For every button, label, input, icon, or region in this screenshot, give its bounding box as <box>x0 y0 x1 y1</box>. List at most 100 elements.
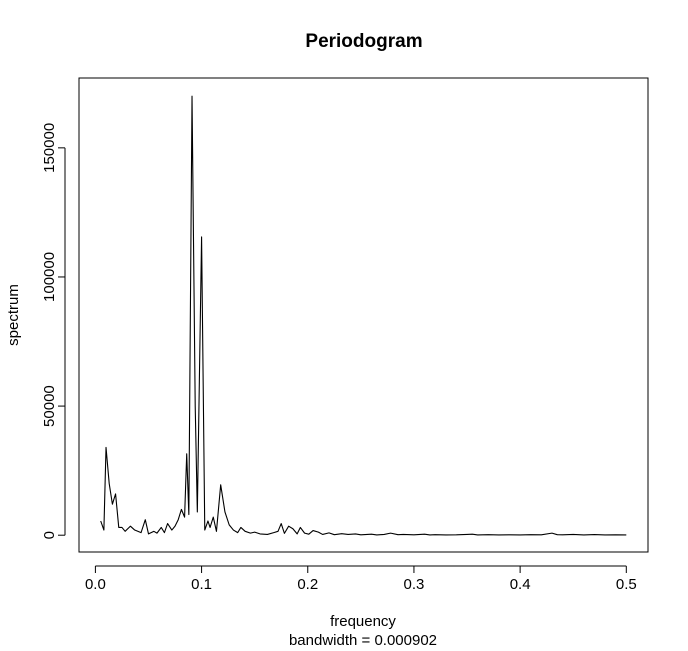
data-point <box>594 534 595 535</box>
data-point <box>156 533 157 534</box>
data-point <box>312 530 313 531</box>
y-axis: 0 50000 100000 150000 <box>41 123 66 539</box>
data-point <box>197 511 198 512</box>
data-point <box>466 534 467 535</box>
x-tick-label: 0.3 <box>404 576 425 593</box>
x-tick-label: 0.4 <box>510 576 531 593</box>
data-point <box>520 534 521 535</box>
x-axis-label: frequency <box>330 613 396 630</box>
data-point <box>174 526 175 527</box>
series-points <box>100 96 627 536</box>
data-point <box>273 532 274 533</box>
data-point <box>281 523 282 524</box>
data-point <box>277 531 278 532</box>
data-point <box>424 534 425 535</box>
x-tick-label: 0.0 <box>85 576 106 593</box>
data-point <box>216 531 217 532</box>
data-point <box>204 529 205 530</box>
data-point <box>604 534 605 535</box>
data-point <box>213 517 214 518</box>
plot-frame <box>78 77 649 553</box>
data-point <box>322 534 323 535</box>
data-point <box>125 531 126 532</box>
data-point <box>472 534 473 535</box>
data-point <box>348 534 349 535</box>
data-point <box>308 534 309 535</box>
data-point <box>477 534 478 535</box>
data-point <box>341 533 342 534</box>
data-point <box>304 533 305 534</box>
data-point <box>376 534 377 535</box>
data-point <box>300 527 301 528</box>
data-point <box>445 534 446 535</box>
data-point <box>181 509 182 510</box>
data-point <box>390 533 391 534</box>
data-point <box>191 96 192 97</box>
data-point <box>134 529 135 530</box>
data-point <box>292 528 293 529</box>
data-point <box>161 527 162 528</box>
y-tick-label: 100000 <box>41 252 58 302</box>
data-point <box>297 533 298 534</box>
data-point <box>195 405 196 406</box>
data-point <box>334 534 335 535</box>
data-point <box>259 533 260 534</box>
data-point <box>184 517 185 518</box>
y-tick-label: 150000 <box>41 123 58 173</box>
data-point <box>188 514 189 515</box>
data-point <box>237 532 238 533</box>
data-point <box>115 493 116 494</box>
data-point <box>498 534 499 535</box>
data-point <box>112 504 113 505</box>
data-point <box>167 523 168 524</box>
data-point <box>250 533 251 534</box>
data-point <box>118 527 119 528</box>
data-point <box>130 526 131 527</box>
data-point <box>355 533 356 534</box>
data-point <box>583 534 584 535</box>
data-point <box>145 519 146 520</box>
data-point <box>201 236 202 237</box>
x-tick-label: 0.1 <box>191 576 212 593</box>
data-point <box>429 534 430 535</box>
x-axis: 0.0 0.1 0.2 0.3 0.4 0.5 <box>85 565 637 593</box>
data-point <box>229 524 230 525</box>
data-point <box>220 484 221 485</box>
x-tick-label: 0.2 <box>297 576 318 593</box>
data-point <box>384 534 385 535</box>
data-point <box>207 520 208 521</box>
data-point <box>573 534 574 535</box>
data-point <box>140 532 141 533</box>
data-point <box>178 519 179 520</box>
data-point <box>626 534 627 535</box>
data-point <box>105 447 106 448</box>
data-point <box>224 511 225 512</box>
data-point <box>371 534 372 535</box>
data-point <box>509 534 510 535</box>
x-axis-sublabel: bandwidth = 0.000902 <box>289 632 437 649</box>
data-point <box>153 531 154 532</box>
data-point <box>403 534 404 535</box>
data-point <box>148 533 149 534</box>
data-point <box>551 533 552 534</box>
chart-title: Periodogram <box>305 31 422 52</box>
data-point <box>557 534 558 535</box>
data-point <box>164 532 165 533</box>
data-point <box>100 520 101 521</box>
data-point <box>288 526 289 527</box>
data-point <box>397 534 398 535</box>
data-point <box>233 529 234 530</box>
data-point <box>413 534 414 535</box>
data-point <box>240 527 241 528</box>
data-point <box>103 529 104 530</box>
data-point <box>171 529 172 530</box>
series-line <box>100 95 627 536</box>
data-point <box>254 532 255 533</box>
y-tick-label: 0 <box>41 531 58 539</box>
data-point <box>435 534 436 535</box>
data-point <box>109 483 110 484</box>
y-axis-label: spectrum <box>5 284 22 346</box>
data-point <box>488 534 489 535</box>
data-point <box>328 532 329 533</box>
